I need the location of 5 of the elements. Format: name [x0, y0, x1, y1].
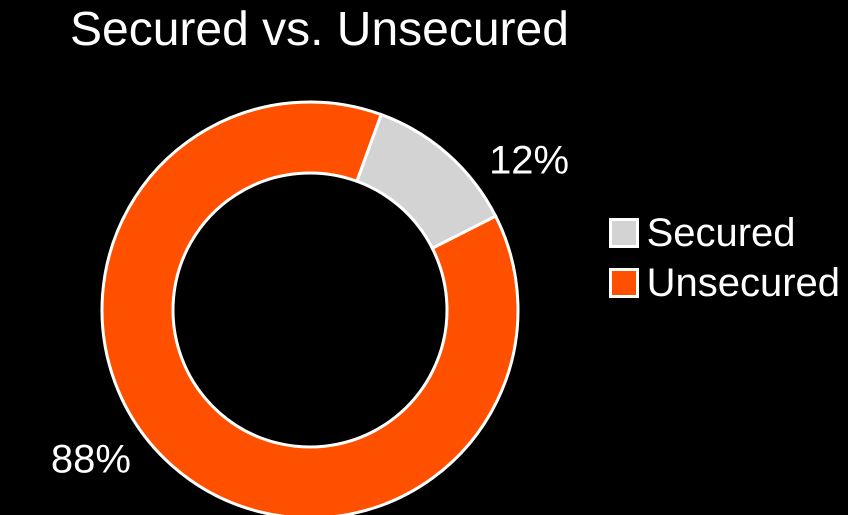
data-label: 12%	[489, 138, 570, 182]
chart-title: Secured vs. Unsecured	[70, 2, 569, 57]
data-label: 88%	[50, 438, 131, 482]
legend-label: Unsecured	[646, 260, 840, 306]
legend-label: Secured	[646, 210, 796, 256]
